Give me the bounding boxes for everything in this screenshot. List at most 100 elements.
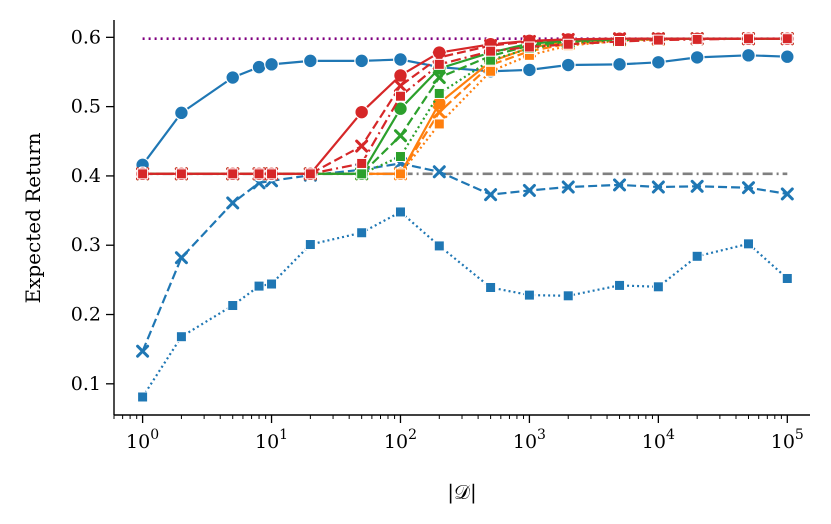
- x-tick-label: 102: [384, 427, 417, 453]
- data-point-red-square-0: [137, 168, 149, 180]
- data-point-blue-x-1: [174, 251, 188, 265]
- series-red-square: [137, 33, 793, 180]
- data-point-blue-x-9: [484, 188, 498, 202]
- x-ticks: 100 101 102 103 104 105: [113, 415, 804, 453]
- y-tick-label: 0.4: [71, 165, 101, 187]
- data-point-red-square-4: [266, 168, 278, 180]
- data-point-blue-square-5: [304, 239, 316, 251]
- data-point-red-square-2: [227, 168, 239, 180]
- series-layer: [135, 31, 795, 403]
- data-point-blue-square-16: [781, 272, 793, 284]
- data-point-blue-circle-7: [393, 52, 408, 67]
- data-point-green-square-8: [433, 87, 445, 99]
- data-point-green-square-6: [356, 168, 368, 180]
- data-point-blue-circle-6: [354, 53, 370, 69]
- data-point-blue-circle-16: [779, 49, 795, 65]
- y-ticks: 0.1 0.2 0.3 0.4 0.5 0.6: [71, 26, 114, 395]
- data-point-blue-x-14: [690, 179, 704, 193]
- data-point-orange-square-7: [394, 168, 406, 180]
- y-tick-label: 0.2: [71, 304, 101, 326]
- data-point-red-square-1: [175, 168, 187, 180]
- x-tick-label: 101: [255, 427, 288, 453]
- axes: 100 101 102 103 104 105 0.10.20.30.40.50.6: [71, 20, 810, 453]
- y-tick-label: 0.3: [71, 234, 101, 256]
- data-point-red-square-6: [356, 157, 368, 169]
- y-axis-title: Expected Return: [21, 132, 45, 303]
- series-blue-square: [137, 206, 793, 403]
- data-point-blue-x-15: [741, 181, 755, 195]
- x-tick-label-base: 10: [642, 431, 666, 453]
- data-point-blue-square-12: [614, 279, 626, 291]
- data-point-red-square-14: [691, 33, 703, 45]
- x-tick-label-base: 10: [384, 431, 408, 453]
- data-point-blue-x-2: [226, 196, 240, 210]
- data-point-blue-square-2: [227, 300, 239, 312]
- data-point-blue-square-13: [652, 281, 664, 293]
- data-point-blue-x-8: [432, 165, 446, 179]
- data-point-blue-square-10: [523, 289, 535, 301]
- data-point-red-square-9: [485, 45, 497, 57]
- x-tick-label-exponent: 3: [537, 427, 546, 443]
- x-tick-label-base: 10: [255, 431, 279, 453]
- data-point-blue-square-9: [485, 281, 497, 293]
- x-tick-label-exponent: 4: [666, 427, 675, 443]
- data-point-red-circle-7: [393, 68, 408, 83]
- x-tick-label-base: 10: [771, 431, 795, 453]
- data-point-blue-circle-13: [650, 54, 666, 70]
- data-point-red-square-12: [614, 35, 626, 47]
- data-point-red-square-13: [652, 34, 664, 46]
- data-point-red-square-5: [304, 168, 316, 180]
- data-point-red-x-7: [393, 79, 407, 93]
- data-point-orange-x-8: [432, 105, 446, 119]
- data-point-red-square-15: [742, 33, 754, 45]
- x-tick-label-exponent: 1: [279, 427, 288, 443]
- y-tick-label: 0.5: [71, 96, 101, 118]
- x-axis-title: |𝒟|: [447, 480, 476, 505]
- x-tick-label: 104: [642, 427, 675, 453]
- data-point-green-square-9: [485, 54, 497, 66]
- x-tick-label: 100: [126, 427, 159, 453]
- data-point-orange-square-8: [433, 118, 445, 130]
- data-point-red-x-6: [355, 139, 369, 153]
- data-point-blue-circle-14: [689, 50, 705, 65]
- data-point-blue-circle-2: [225, 70, 241, 85]
- data-point-red-square-8: [433, 58, 445, 70]
- data-point-blue-x-11: [561, 180, 575, 194]
- data-point-blue-circle-4: [264, 56, 279, 72]
- data-point-blue-square-3: [253, 280, 265, 292]
- data-point-green-x-7: [393, 129, 407, 143]
- data-point-blue-circle-15: [741, 47, 756, 63]
- x-tick-label: 103: [513, 427, 546, 453]
- series-line-blue-square: [141, 210, 789, 398]
- data-point-blue-circle-1: [174, 105, 189, 121]
- x-tick-label-base: 10: [126, 431, 150, 453]
- data-point-blue-circle-11: [560, 57, 576, 73]
- data-point-green-square-7: [394, 151, 406, 163]
- y-tick-label: 0.1: [71, 373, 101, 395]
- data-point-red-square-16: [781, 33, 793, 45]
- data-point-blue-square-6: [356, 227, 368, 239]
- data-point-blue-square-15: [742, 238, 754, 250]
- data-point-red-square-11: [562, 38, 574, 50]
- data-point-blue-circle-3: [251, 59, 267, 75]
- series-line-blue-circle: [141, 54, 788, 166]
- data-point-blue-x-10: [522, 183, 536, 197]
- data-point-blue-x-0: [136, 344, 150, 358]
- data-point-blue-square-7: [394, 206, 406, 218]
- data-point-blue-square-11: [562, 290, 574, 302]
- data-point-blue-square-4: [266, 278, 278, 290]
- data-point-blue-x-13: [651, 180, 665, 194]
- y-tick-label: 0.6: [71, 26, 101, 48]
- data-point-red-circle-6: [354, 104, 370, 120]
- x-tick-label-exponent: 2: [408, 427, 417, 443]
- x-tick-label-exponent: 0: [150, 427, 159, 443]
- x-tick-label: 105: [771, 427, 804, 453]
- data-point-green-x-8: [432, 71, 446, 85]
- data-point-blue-square-14: [691, 250, 703, 262]
- data-point-blue-x-16: [780, 187, 794, 201]
- data-point-red-square-7: [394, 90, 406, 102]
- data-point-blue-x-12: [613, 178, 627, 192]
- data-point-blue-circle-10: [522, 62, 537, 78]
- data-point-blue-square-0: [137, 391, 149, 403]
- x-tick-label-base: 10: [513, 431, 537, 453]
